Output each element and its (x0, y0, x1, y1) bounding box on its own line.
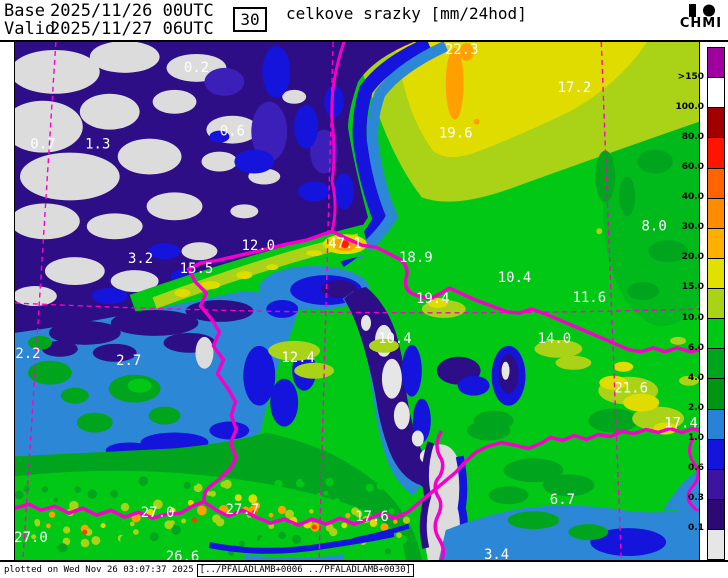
map-title: celkove srazky [mm/24hod] (286, 4, 527, 23)
valid-value: 2025/11/27 06UTC (50, 19, 214, 39)
precip-max-label: 17.2 (558, 80, 592, 96)
colorbar-tick-label: 20.0 (681, 252, 704, 262)
colorbar-segment (708, 168, 724, 199)
colorbar-tick-label: 0.1 (688, 523, 704, 533)
chmi-logo-text: CHMI (679, 16, 723, 31)
map-canvas[interactable]: 0.2 22.3 17.2 19.6 0.6 0.7 1.3 8.0 12.0 47.1 18.9 3… (14, 41, 700, 561)
base-label: Base (4, 1, 45, 21)
colorbar-tick-label: 100.0 (675, 102, 704, 112)
colorbar-tick-label: 1.0 (688, 433, 704, 443)
colorbar-segment (708, 228, 724, 259)
colorbar-segment (708, 439, 724, 470)
graticule-lines (15, 42, 699, 560)
colorbar-tick-label: 40.0 (681, 192, 704, 202)
precip-max-label: 19.6 (439, 126, 473, 142)
model-files-label: [../PFALADLAMB+0006 ../PFALADLAMB+0030] (196, 563, 414, 577)
colorbar-segment (708, 289, 724, 320)
precip-max-label: 10.4 (378, 331, 412, 347)
colorbar-segment (708, 319, 724, 350)
colorbar-tick-label: 60.0 (681, 162, 704, 172)
colorbar-segment (708, 379, 724, 410)
precip-max-label: 2.7 (116, 353, 141, 369)
precip-max-label: 6.7 (550, 492, 575, 508)
precipitation-map: 0.2 22.3 17.2 19.6 0.6 0.7 1.3 8.0 12.0 47.1 18.9 3… (15, 42, 699, 560)
chmi-logo: CHMI (679, 4, 723, 30)
colorbar-segment (708, 198, 724, 229)
precip-max-label: 26.6 (166, 549, 200, 560)
colorbar-segment (708, 108, 724, 139)
colorbar-segment (708, 48, 724, 79)
precip-max-label: 0.7 (30, 137, 55, 153)
precip-max-label: 22.3 (445, 42, 479, 58)
colorbar-tick-label: 15.0 (681, 282, 704, 292)
footer-bar: plotted on Wed Nov 26 03:07:37 2025 [../… (0, 560, 728, 578)
precip-max-label: 11.6 (573, 290, 607, 306)
country-borders (15, 42, 699, 560)
colorbar-tick-label: 0.3 (688, 493, 704, 503)
colorbar-labels: >150 100.0 80.0 60.0 40.0 30.0 20.0 15.0 10.0 6.0… (660, 47, 706, 558)
colorbar-segment (708, 349, 724, 380)
valid-label: Valid (4, 19, 56, 39)
precip-max-label: 1.3 (85, 137, 110, 153)
colorbar-segment (708, 469, 724, 500)
colorbar-tick-label: 80.0 (681, 132, 704, 142)
colorbar-tick-label: 30.0 (681, 222, 704, 232)
base-time-row: Base 2025/11/26 00UTC (4, 2, 214, 20)
precip-max-label: 27.0 (141, 505, 175, 521)
precip-max-label: 12.0 (241, 238, 275, 254)
precip-max-label: 3.4 (484, 547, 509, 560)
colorbar-segment (708, 78, 724, 109)
plotted-timestamp: plotted on Wed Nov 26 03:07:37 2025 (4, 565, 194, 575)
chmi-logo-icon (689, 4, 715, 17)
precip-max-label: 12.4 (281, 350, 315, 366)
colorbar-tick-label: 2.0 (688, 403, 704, 413)
colorbar-segment (708, 499, 724, 530)
forecast-step-box: 30 (233, 7, 267, 32)
colorbar-bar (707, 47, 725, 560)
precip-max-label: 18.9 (399, 250, 433, 266)
colorbar-segment (708, 409, 724, 440)
precip-max-label: 17.4 (664, 416, 698, 432)
precipitation-field (15, 42, 699, 560)
colorbar-segment (708, 258, 724, 289)
precip-max-label: 2.2 (15, 346, 40, 362)
precip-max-label: 17.6 (355, 509, 389, 525)
precip-max-label: 3.2 (128, 251, 153, 267)
colorbar-segment (708, 138, 724, 169)
base-value: 2025/11/26 00UTC (50, 1, 214, 21)
precip-max-label: 0.6 (220, 124, 245, 140)
colorbar-tick-label: 4.0 (688, 373, 704, 383)
precip-max-label: 8.0 (642, 218, 667, 234)
precip-max-label: 15.5 (180, 261, 214, 277)
colorbar-tick-label: 0.6 (688, 463, 704, 473)
colorbar-tick-label: >150 (677, 72, 704, 82)
valid-time-row: Valid2025/11/27 06UTC (4, 20, 214, 38)
precip-max-label: 10.4 (498, 270, 532, 286)
precip-max-label: 0.2 (184, 60, 209, 76)
colorbar-segment (708, 530, 724, 560)
colorbar-tick-label: 10.0 (681, 313, 704, 323)
precip-speckle-field (15, 476, 412, 560)
precip-max-label: 47.1 (328, 236, 362, 252)
precip-max-label: 27.0 (15, 530, 48, 546)
precip-max-label: 19.4 (416, 291, 450, 307)
colorbar-tick-label: 6.0 (688, 343, 704, 353)
precip-max-label: 27.7 (226, 502, 260, 518)
precip-value-labels: 0.2 22.3 17.2 19.6 0.6 0.7 1.3 8.0 12.0 47.1 18.9 3… (15, 42, 698, 560)
precip-max-label: 14.0 (538, 331, 572, 347)
precip-max-label: 21.6 (614, 381, 648, 397)
